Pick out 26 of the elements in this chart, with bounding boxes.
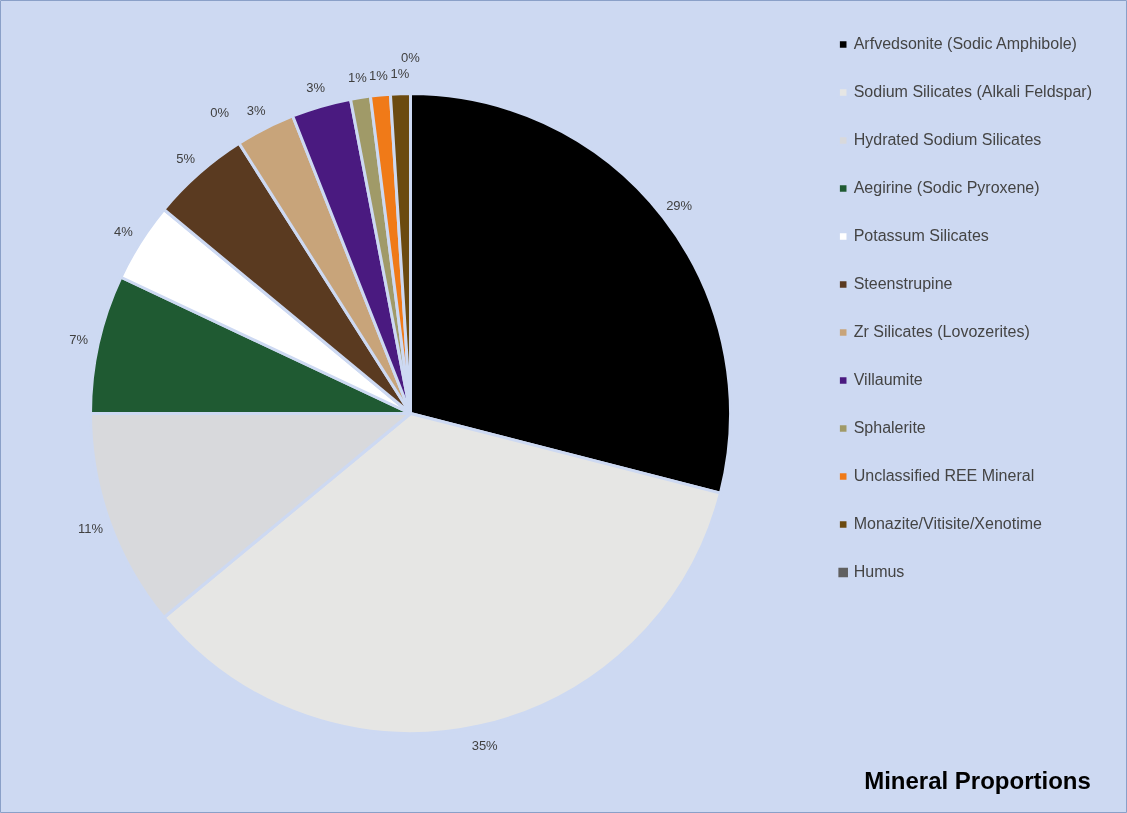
data-label: 29%: [666, 197, 693, 213]
legend-label: Villaumite: [853, 371, 923, 389]
legend-label: Monazite/Vitisite/Xenotime: [853, 515, 1042, 533]
data-label: 3%: [306, 79, 326, 95]
data-label: 4%: [114, 223, 134, 239]
text: Mineral Proportions: [864, 766, 1091, 794]
legend-label: Humus: [853, 563, 905, 581]
legend-label: Hydrated Sodium Silicates: [853, 131, 1042, 149]
legend-label: Potassum Silicates: [853, 227, 989, 245]
legend-label: Aegirine (Sodic Pyroxene): [853, 179, 1040, 197]
data-label: 11%: [78, 521, 104, 537]
data-label: 7%: [69, 331, 89, 347]
text: 0%: [401, 50, 420, 65]
data-label: 35%: [471, 737, 499, 753]
data-label: 3%: [246, 103, 266, 119]
legend-label: Sphalerite: [853, 419, 926, 437]
legend-label: Zr Silicates (Lovozerites): [853, 323, 1030, 341]
text: 0%: [210, 105, 230, 121]
data-label: 1%: [369, 67, 389, 83]
data-label: 5%: [176, 150, 196, 166]
data-label: 1%: [390, 66, 410, 82]
legend-label: Unclassified REE Mineral: [853, 467, 1035, 485]
legend-label: Arfvedsonite (Sodic Amphibole): [853, 35, 1077, 53]
legend-label: Sodium Silicates (Alkali Feldspar): [853, 83, 1092, 101]
data-label: 1%: [347, 70, 368, 86]
legend-label: Steenstrupine: [853, 275, 953, 293]
